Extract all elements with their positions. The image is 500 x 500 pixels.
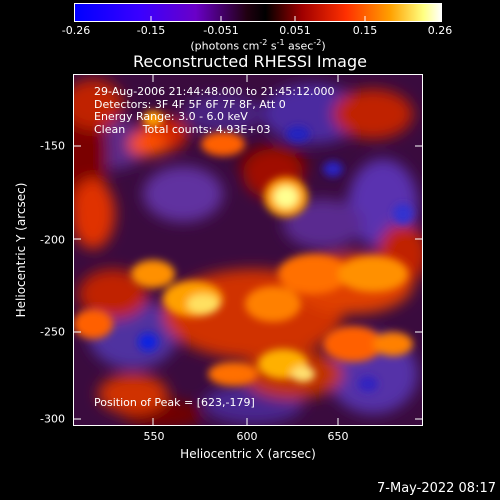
footer-date: 7-May-2022 08:17	[377, 481, 496, 496]
info-line: Detectors: 3F 4F 5F 6F 7F 8F, Att 0	[94, 97, 286, 111]
x-tick-label: 600	[236, 430, 258, 443]
colorbar-tick-label: -0.15	[136, 24, 166, 37]
x-tick-label: 650	[327, 430, 349, 443]
x-axis-title: Heliocentric X (arcsec)	[180, 447, 316, 461]
x-tick-label: 550	[143, 430, 165, 443]
rhessi-image	[73, 74, 423, 426]
y-tick-label: -300	[40, 412, 65, 426]
y-tick-label: -200	[40, 233, 65, 247]
colorbar-units: (photons cm-2 s-1 asec-2)	[190, 38, 326, 53]
colorbar-tick-label: 0.051	[279, 24, 311, 37]
info-line: Clean Total counts: 4.93E+03	[94, 122, 271, 136]
info-line: Energy Range: 3.0 - 6.0 keV	[94, 110, 248, 123]
y-tick-label: -150	[40, 139, 65, 153]
peak-position-text: Position of Peak = [623,-179]	[94, 396, 255, 409]
colorbar-tick-label: 0.15	[352, 24, 378, 37]
colorbar-tick-label: -0.051	[203, 24, 239, 37]
colorbar	[74, 3, 442, 22]
info-block: 29-Aug-2006 21:44:48.000 to 21:45:12.000…	[94, 85, 335, 136]
y-axis-title: Heliocentric Y (arcsec)	[14, 182, 28, 318]
colorbar-tick-label: -0.26	[61, 24, 91, 37]
colorbar-tick-label: 0.26	[427, 24, 453, 37]
y-tick-label: -250	[40, 325, 65, 339]
plot-title: Reconstructed RHESSI Image	[133, 52, 367, 71]
info-line: 29-Aug-2006 21:44:48.000 to 21:45:12.000	[94, 85, 335, 98]
